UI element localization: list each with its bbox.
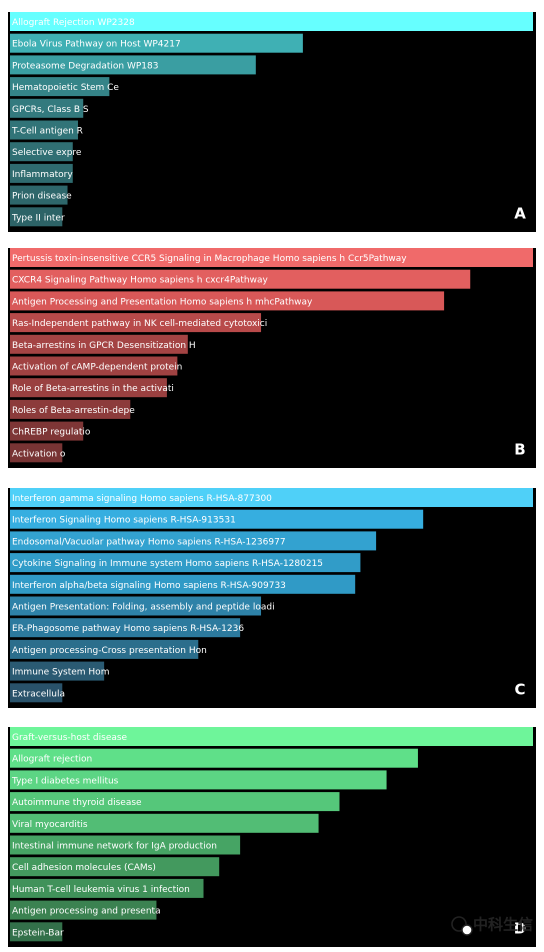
- bar-label: Cytokine Signaling in Immune system Homo…: [12, 559, 323, 569]
- panel-letter: A: [514, 205, 526, 223]
- bar-label: Type II inter: [11, 213, 65, 223]
- bar-label: Autoimmune thyroid disease: [12, 798, 142, 808]
- watermark: 中科生信: [473, 916, 533, 934]
- bar: [10, 900, 157, 920]
- bar: [10, 356, 178, 376]
- bar-label: CXCR4 Signaling Pathway Homo sapiens h c…: [12, 276, 268, 286]
- bar: [10, 509, 424, 529]
- bar: [10, 399, 131, 419]
- bar: [10, 33, 303, 53]
- panel-letter: C: [514, 681, 525, 699]
- panel-letter: B: [514, 441, 525, 459]
- bar-label: Allograft rejection: [12, 755, 92, 765]
- bar-label: Activation o: [12, 449, 66, 459]
- bar-label: Epstein-Bar: [12, 928, 64, 938]
- bar-label: Human T-cell leukemia virus 1 infection: [12, 885, 190, 895]
- bar-label: Endosomal/Vacuolar pathway Homo sapiens …: [12, 537, 286, 547]
- bar: [10, 835, 241, 855]
- bar-label: Allograft Rejection WP2328: [12, 18, 135, 28]
- bar: [10, 813, 319, 833]
- panel: Allograft Rejection WP2328 Ebola Virus Pa…: [8, 12, 536, 232]
- bar-label: Type I diabetes mellitus: [11, 776, 119, 786]
- bar-label: Viral myocarditis: [12, 820, 88, 830]
- bar-label: Graft-versus-host disease: [12, 733, 128, 743]
- bar: [10, 748, 418, 768]
- bar: [10, 163, 73, 183]
- bar: [10, 574, 356, 594]
- bar-label: GPCRs, Class B S: [12, 105, 89, 115]
- bar: [10, 770, 387, 790]
- bar-label: Proteasome Degradation WP183: [12, 61, 158, 71]
- bar-label: Prion disease: [12, 192, 72, 202]
- bar: [10, 334, 188, 354]
- bar-label: Interferon gamma signaling Homo sapiens …: [12, 494, 272, 504]
- bar-label: Inflammatory: [12, 170, 73, 180]
- bar: [10, 98, 84, 118]
- bar: [10, 531, 377, 551]
- bar-label: Hematopoietic Stem Ce: [12, 83, 119, 93]
- bar-label: Immune System Hom: [12, 668, 109, 678]
- bar: [10, 639, 199, 659]
- bar: [10, 120, 78, 140]
- bar-label: Interferon alpha/beta signaling Homo sap…: [12, 581, 286, 591]
- bar-label: ER-Phagosome pathway Homo sapiens R-HSA-…: [12, 624, 244, 634]
- bar: [10, 12, 533, 31]
- panel: Interferon gamma signaling Homo sapiens …: [8, 488, 536, 708]
- bar-label: Antigen Processing and Presentation Homo…: [12, 297, 313, 307]
- panel: Pertussis toxin-insensitive CCR5 Signali…: [8, 248, 536, 468]
- bar: [10, 922, 63, 942]
- bar: [10, 55, 256, 75]
- watermark-icon: [451, 916, 473, 936]
- bar: [10, 185, 68, 205]
- bar-label: T-Cell antigen R: [11, 127, 83, 137]
- bar-label: Antigen Presentation: Folding, assembly …: [12, 603, 275, 613]
- bar: [10, 291, 445, 311]
- bar: [10, 207, 63, 227]
- bar: [10, 618, 241, 638]
- panel: Graft-versus-host disease Allograft rejec…: [8, 727, 536, 947]
- bar-label: Antigen processing-Cross presentation Ho…: [12, 646, 207, 656]
- bar: [10, 727, 533, 746]
- bar-label: Beta-arrestins in GPCR Desensitization H: [12, 341, 196, 351]
- bar-label: Antigen processing and presenta: [12, 907, 161, 917]
- bar: [10, 443, 63, 463]
- bar-label: Roles of Beta-arrestin-depe: [12, 406, 135, 416]
- bar: [10, 857, 220, 877]
- bar: [10, 553, 361, 573]
- bar: [10, 378, 167, 398]
- bar: [10, 248, 533, 267]
- bar: [10, 878, 204, 898]
- bar-label: Interferon Signaling Homo sapiens R-HSA-…: [12, 516, 236, 526]
- bar-label: Activation of cAMP-dependent protein: [12, 363, 182, 373]
- bar-label: Ras-Independent pathway in NK cell-media…: [12, 319, 267, 329]
- bar: [10, 661, 105, 681]
- bar-label: Ebola Virus Pathway on Host WP4217: [12, 40, 181, 50]
- bar-label: Extracellula: [12, 689, 65, 699]
- bar: [10, 488, 533, 507]
- bar: [10, 142, 73, 162]
- bar: [10, 77, 110, 97]
- bar-label: Selective expre: [12, 148, 82, 158]
- bar-label: Role of Beta-arrestins in the activati: [12, 384, 174, 394]
- bar: [10, 683, 63, 703]
- bar: [10, 421, 84, 441]
- bar: [10, 792, 340, 812]
- bar-label: ChREBP regulatio: [12, 428, 91, 438]
- bar: [10, 596, 262, 616]
- bar: [10, 313, 262, 333]
- bar-label: Intestinal immune network for IgA produc…: [12, 842, 217, 852]
- bar-label: Pertussis toxin-insensitive CCR5 Signali…: [12, 254, 407, 264]
- bar: [10, 269, 471, 289]
- bar-label: Cell adhesion molecules (CAMs): [12, 863, 156, 873]
- panel-letter: D: [514, 920, 526, 938]
